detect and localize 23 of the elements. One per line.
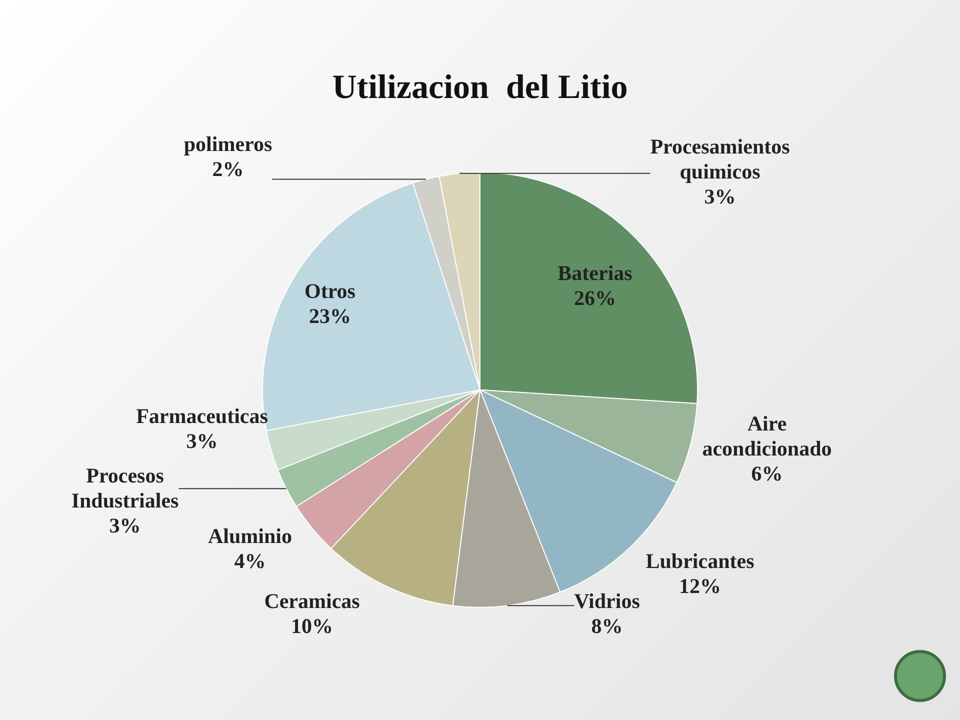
data-label: 4% [234,548,266,573]
slice-label: Aluminio [208,524,292,548]
data-label: 8% [591,614,623,638]
slice-label: Baterias [558,260,632,285]
data-label: 10% [291,614,333,638]
slice-label: Ceramicas [264,588,360,613]
slice-label: Procesos Industriales [71,463,179,512]
slice-label: Procesamientos quimicos [650,134,790,184]
slice-label: polimeros [184,132,272,156]
data-label: 6% [751,461,783,486]
slice-label: Farmaceuticas [136,404,268,428]
data-label: 3% [704,184,736,208]
slice-label: Aire acondicionado [702,411,832,460]
slice-label: Lubricantes [646,548,754,573]
data-label: 3% [109,513,141,538]
slice-label: Otros [304,278,356,303]
data-label: 3% [186,428,218,453]
slice-label: Vidrios [574,588,640,613]
data-label: 26% [574,286,616,310]
data-label: 2% [212,156,244,181]
data-label: 23% [309,304,351,328]
chart-title: Utilizacion del Litio [332,69,628,106]
data-label: 12% [679,574,721,598]
